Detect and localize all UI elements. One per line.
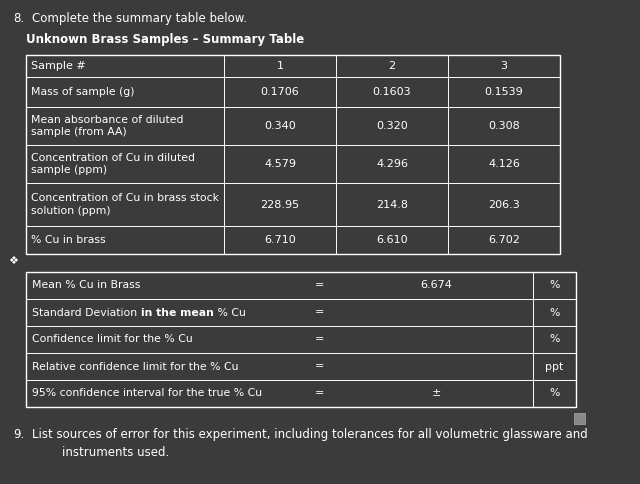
Text: 1: 1 xyxy=(276,61,284,71)
Text: 0.308: 0.308 xyxy=(488,121,520,131)
Text: 0.1603: 0.1603 xyxy=(372,87,412,97)
Text: Sample #: Sample # xyxy=(31,61,86,71)
Text: 9.: 9. xyxy=(13,428,24,441)
Text: 6.610: 6.610 xyxy=(376,235,408,245)
Text: % Cu: % Cu xyxy=(214,307,245,318)
Text: =: = xyxy=(316,334,324,345)
Text: Complete the summary table below.: Complete the summary table below. xyxy=(32,12,247,25)
Text: 0.320: 0.320 xyxy=(376,121,408,131)
Text: Standard Deviation: Standard Deviation xyxy=(32,307,141,318)
Text: %: % xyxy=(549,281,560,290)
Text: 214.8: 214.8 xyxy=(376,199,408,210)
Text: Mean % Cu in Brass: Mean % Cu in Brass xyxy=(32,281,140,290)
Text: %: % xyxy=(549,389,560,398)
Text: 0.340: 0.340 xyxy=(264,121,296,131)
Text: Concentration of Cu in brass stock
solution (ppm): Concentration of Cu in brass stock solut… xyxy=(31,193,219,216)
Text: %: % xyxy=(549,334,560,345)
Text: ppt: ppt xyxy=(545,362,564,372)
Text: =: = xyxy=(316,281,324,290)
Text: =: = xyxy=(316,307,324,318)
Text: in the mean: in the mean xyxy=(141,307,214,318)
Text: %: % xyxy=(549,307,560,318)
Text: =: = xyxy=(316,389,324,398)
Text: 0.1706: 0.1706 xyxy=(260,87,300,97)
Text: 206.3: 206.3 xyxy=(488,199,520,210)
Text: =: = xyxy=(316,362,324,372)
Text: 2: 2 xyxy=(388,61,396,71)
Text: 95% confidence interval for the true % Cu: 95% confidence interval for the true % C… xyxy=(32,389,262,398)
Text: Confidence limit for the % Cu: Confidence limit for the % Cu xyxy=(32,334,193,345)
Text: 6.674: 6.674 xyxy=(420,281,452,290)
Text: ±: ± xyxy=(432,389,441,398)
Bar xyxy=(26,272,576,407)
Text: % Cu in brass: % Cu in brass xyxy=(31,235,106,245)
Bar xyxy=(574,413,585,424)
Text: 4.126: 4.126 xyxy=(488,159,520,169)
Text: 228.95: 228.95 xyxy=(260,199,300,210)
Text: Unknown Brass Samples – Summary Table: Unknown Brass Samples – Summary Table xyxy=(26,33,304,46)
Text: 6.702: 6.702 xyxy=(488,235,520,245)
Text: 3: 3 xyxy=(500,61,508,71)
Text: 6.710: 6.710 xyxy=(264,235,296,245)
Text: 0.1539: 0.1539 xyxy=(484,87,524,97)
Text: Mass of sample (g): Mass of sample (g) xyxy=(31,87,134,97)
Text: 8.: 8. xyxy=(13,12,24,25)
Text: ❖: ❖ xyxy=(8,256,18,266)
Text: Relative confidence limit for the % Cu: Relative confidence limit for the % Cu xyxy=(32,362,239,372)
Text: Concentration of Cu in diluted
sample (ppm): Concentration of Cu in diluted sample (p… xyxy=(31,152,195,175)
Text: Mean absorbance of diluted
sample (from AA): Mean absorbance of diluted sample (from … xyxy=(31,115,184,137)
Bar xyxy=(26,55,560,254)
Text: 4.579: 4.579 xyxy=(264,159,296,169)
Text: List sources of error for this experiment, including tolerances for all volumetr: List sources of error for this experimen… xyxy=(32,428,588,459)
Text: 4.296: 4.296 xyxy=(376,159,408,169)
